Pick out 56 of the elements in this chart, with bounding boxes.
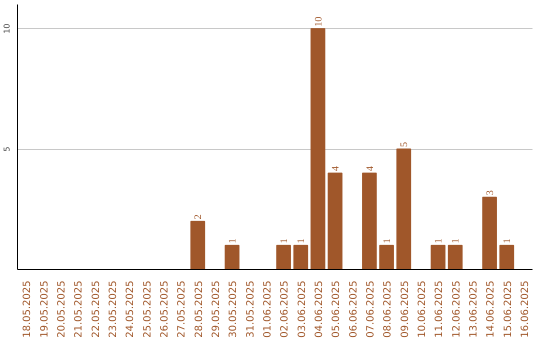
bar	[293, 244, 308, 270]
x-tick-label: 01.06.2025	[262, 280, 274, 338]
data-label: 1	[434, 238, 445, 244]
data-label: 5	[399, 142, 410, 148]
x-tick-label: 15.06.2025	[502, 280, 514, 338]
x-tick-label: 03.06.2025	[296, 280, 308, 338]
x-tick-label: 27.05.2025	[176, 280, 188, 338]
x-tick-label: 24.05.2025	[125, 280, 136, 338]
bar	[190, 220, 206, 270]
x-tick-label: 18.05.2025	[22, 280, 34, 338]
x-tick-label: 08.06.2025	[382, 280, 394, 338]
x-tick-label: 21.05.2025	[74, 280, 85, 338]
bar	[362, 172, 377, 270]
x-tick-label: 11.06.2025	[434, 280, 446, 338]
data-label: 3	[485, 190, 496, 196]
x-tick-label: 30.05.2025	[228, 280, 240, 338]
data-label: 4	[364, 166, 376, 172]
x-tick-label: 10.06.2025	[416, 280, 428, 338]
bar	[224, 244, 240, 270]
x-tick-label: 05.06.2025	[331, 280, 342, 338]
data-label: 4	[330, 166, 342, 172]
x-tick-label: 13.06.2025	[468, 280, 480, 338]
x-tick-label: 26.05.2025	[159, 280, 170, 338]
bar	[396, 148, 412, 270]
data-label: 1	[296, 238, 308, 244]
data-label: 1	[279, 238, 290, 244]
bar	[379, 244, 394, 270]
bar	[482, 196, 497, 270]
x-tick-label: 07.06.2025	[365, 280, 376, 338]
bar	[310, 28, 326, 270]
x-tick-label: 09.06.2025	[400, 280, 411, 338]
x-tick-label: 31.05.2025	[245, 280, 256, 338]
x-tick-label: 12.06.2025	[451, 280, 462, 338]
x-tick-label: 28.05.2025	[194, 280, 205, 338]
x-tick-label: 02.06.2025	[280, 280, 291, 338]
data-label: 1	[502, 238, 514, 244]
bar	[499, 244, 514, 270]
bar	[328, 172, 342, 270]
x-tick-label: 16.06.2025	[520, 280, 531, 338]
bar	[448, 244, 463, 270]
bar	[276, 244, 291, 270]
x-tick-label: 23.05.2025	[108, 280, 119, 338]
data-label: 1	[450, 238, 462, 244]
x-tick-label: 20.05.2025	[56, 280, 68, 338]
data-label: 10	[313, 16, 324, 27]
x-tick-label: 19.05.2025	[39, 280, 50, 338]
data-label: 1	[228, 238, 239, 244]
bar	[430, 244, 446, 270]
x-tick-label: 25.05.2025	[142, 280, 154, 338]
x-tick-label: 06.06.2025	[348, 280, 360, 338]
data-label: 2	[193, 214, 204, 220]
data-label: 1	[382, 238, 394, 244]
x-tick-label: 29.05.2025	[210, 280, 222, 338]
x-tick-label: 04.06.2025	[314, 280, 325, 338]
x-tick-label: 14.06.2025	[486, 280, 497, 338]
x-tick-label: 22.05.2025	[90, 280, 102, 338]
